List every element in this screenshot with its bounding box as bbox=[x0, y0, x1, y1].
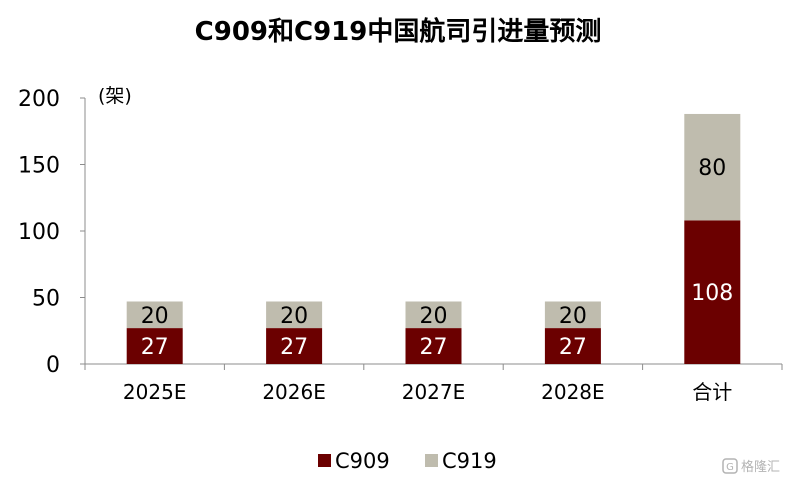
data-label: 20 bbox=[141, 304, 169, 329]
x-tick-label: 2025E bbox=[123, 380, 187, 404]
data-label: 27 bbox=[280, 335, 308, 360]
bar-c919-2026e bbox=[266, 301, 323, 329]
data-label: 27 bbox=[141, 335, 169, 360]
legend-swatch-c909 bbox=[318, 454, 331, 467]
y-tick-label: 200 bbox=[18, 87, 60, 112]
legend-swatch-c919 bbox=[425, 454, 438, 467]
data-label: 20 bbox=[559, 304, 587, 329]
bar-c909-2025e bbox=[126, 328, 183, 364]
x-tick-label: 2028E bbox=[541, 380, 605, 404]
data-label: 108 bbox=[691, 281, 733, 306]
bars-group bbox=[126, 113, 741, 364]
bar-c919-合计 bbox=[684, 113, 741, 221]
gelonghui-logo-icon: G bbox=[722, 458, 738, 474]
y-axis-unit-label: (架) bbox=[98, 85, 132, 107]
data-label: 20 bbox=[420, 304, 448, 329]
data-label: 80 bbox=[698, 156, 726, 181]
data-label: 27 bbox=[420, 335, 448, 360]
data-labels-group: 27 20 27 20 27 20 27 20 108 80 bbox=[141, 156, 734, 360]
y-tick-label: 150 bbox=[18, 154, 60, 179]
bar-c909-2027e bbox=[405, 328, 462, 364]
data-label: 27 bbox=[559, 335, 587, 360]
bar-c919-2025e bbox=[126, 301, 183, 329]
x-tick-label: 2026E bbox=[262, 380, 326, 404]
bar-c909-2026e bbox=[266, 328, 323, 364]
bar-c919-2028e bbox=[544, 301, 601, 329]
bar-c919-2027e bbox=[405, 301, 462, 329]
legend-label-c909: C909 bbox=[335, 449, 390, 473]
legend: C909 C919 bbox=[318, 449, 497, 473]
y-tick-label: 50 bbox=[32, 287, 60, 312]
bar-c909-2028e bbox=[544, 328, 601, 364]
x-tick-label: 2027E bbox=[402, 380, 466, 404]
legend-label-c919: C919 bbox=[442, 449, 497, 473]
x-axis: 2025E 2026E 2027E 2028E 合计 bbox=[84, 364, 783, 404]
y-tick-label: 0 bbox=[46, 353, 60, 378]
watermark: G 格隆汇 bbox=[722, 458, 780, 475]
svg-text:G: G bbox=[726, 462, 734, 473]
y-axis: 0 50 100 150 200 bbox=[18, 87, 85, 378]
bar-c909-合计 bbox=[684, 220, 741, 364]
chart-title: C909和C919中国航司引进量预测 bbox=[195, 16, 602, 47]
data-label: 20 bbox=[280, 304, 308, 329]
x-tick-label: 合计 bbox=[692, 380, 732, 404]
watermark-text: 格隆汇 bbox=[741, 459, 780, 475]
y-tick-label: 100 bbox=[18, 220, 60, 245]
